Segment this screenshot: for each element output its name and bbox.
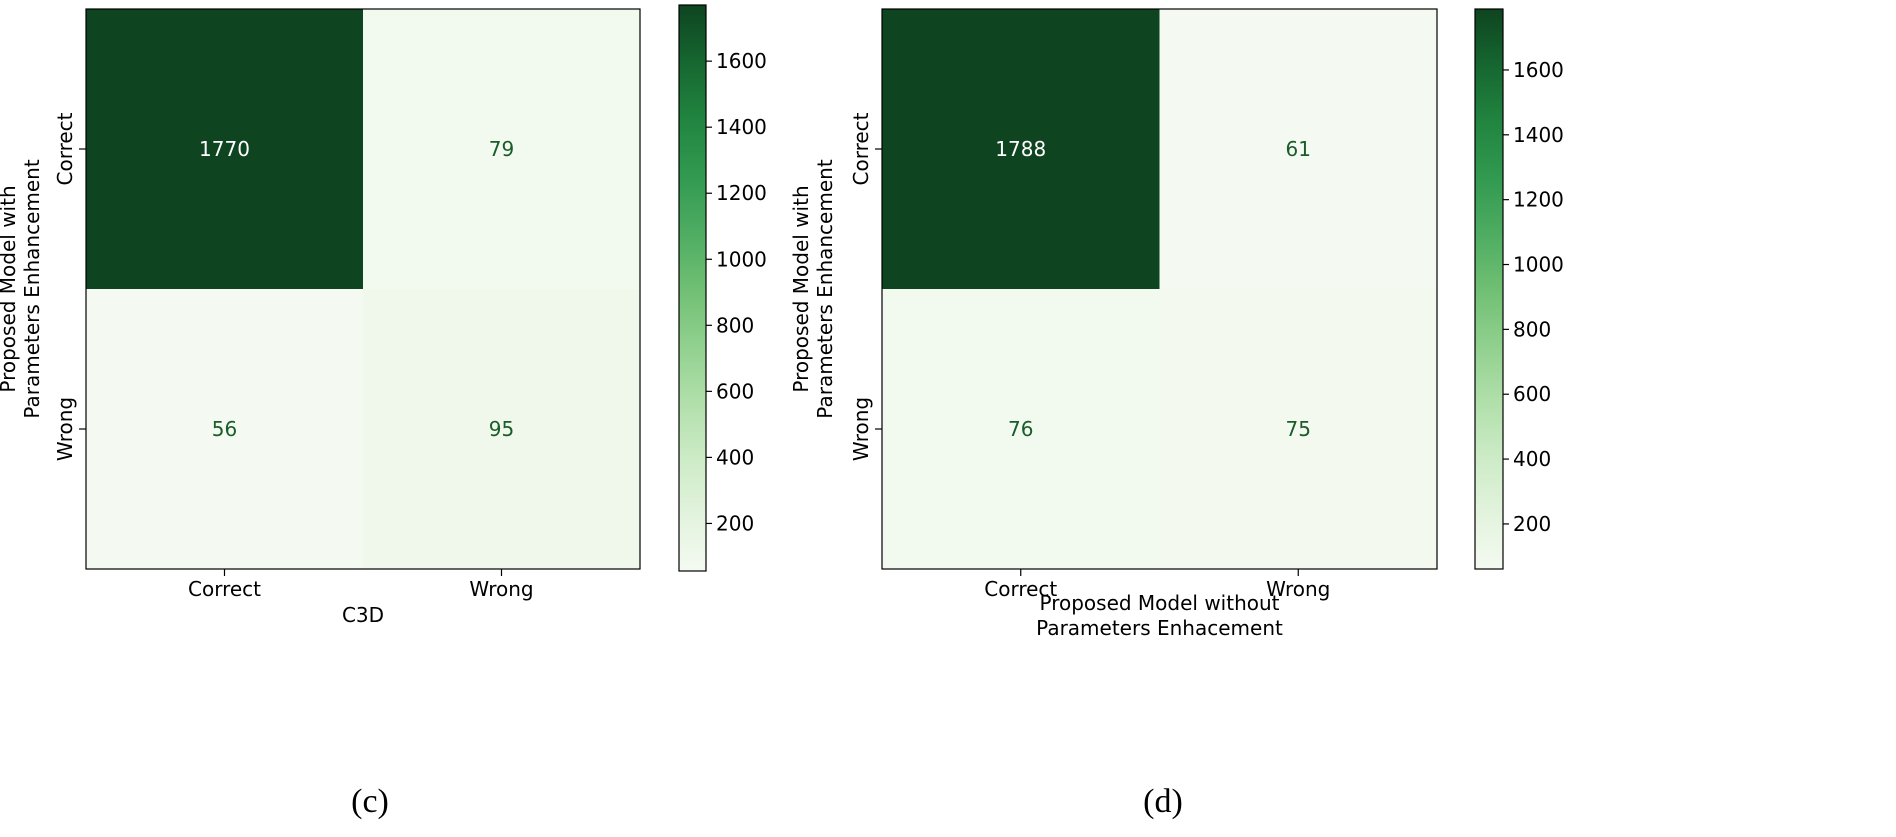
x-tick-label: Correct xyxy=(188,577,261,601)
colorbar xyxy=(1474,8,1504,570)
colorbar-tick-label: 1000 xyxy=(1513,253,1564,277)
colorbar-tick-label: 1600 xyxy=(1513,58,1564,82)
heatmap-cell xyxy=(363,9,640,289)
plot-frame xyxy=(85,8,641,570)
heatmap-cell xyxy=(86,289,363,569)
cell-value-label: 1770 xyxy=(199,137,250,161)
colorbar-tick-label: 800 xyxy=(716,313,754,337)
y-axis-title: Parameters Enhancement xyxy=(813,159,837,419)
cell-value-label: 61 xyxy=(1286,137,1311,161)
colorbar-tick-label: 1600 xyxy=(716,49,767,73)
colorbar-tick-label: 1000 xyxy=(716,247,767,271)
colorbar-tick-label: 600 xyxy=(1513,382,1551,406)
heatmap-cell xyxy=(1159,289,1437,569)
colorbar-tick-label: 200 xyxy=(716,511,754,535)
panel-caption: (d) xyxy=(1143,783,1183,820)
plot-frame xyxy=(881,8,1438,570)
y-axis-title: Proposed Model with xyxy=(789,185,813,392)
cell-value-label: 76 xyxy=(1008,417,1033,441)
x-axis-title: Parameters Enhacement xyxy=(1036,616,1283,640)
x-tick-label: Wrong xyxy=(1266,577,1330,601)
colorbar-tick-label: 1200 xyxy=(716,181,767,205)
x-tick-label: Wrong xyxy=(469,577,533,601)
y-tick-label: Wrong xyxy=(53,397,77,461)
colorbar-tick-label: 400 xyxy=(1513,447,1551,471)
heatmap-cell xyxy=(882,289,1160,569)
colorbar-tick-label: 1200 xyxy=(1513,188,1564,212)
cell-value-label: 1788 xyxy=(995,137,1046,161)
heatmap-cell xyxy=(1159,9,1437,289)
y-tick-label: Correct xyxy=(53,112,77,185)
colorbar-tick-label: 800 xyxy=(1513,317,1551,341)
y-axis-title: Parameters Enhancement xyxy=(20,159,44,419)
cell-value-label: 95 xyxy=(489,417,514,441)
y-tick-label: Wrong xyxy=(849,397,873,461)
x-axis-title: C3D xyxy=(342,603,384,627)
cell-value-label: 75 xyxy=(1286,417,1311,441)
heatmap-cell xyxy=(86,9,363,289)
colorbar-tick-label: 200 xyxy=(1513,512,1551,536)
y-tick-label: Correct xyxy=(849,112,873,185)
colorbar xyxy=(678,4,707,572)
colorbar-tick-label: 1400 xyxy=(1513,123,1564,147)
x-axis-title: Proposed Model without xyxy=(1039,591,1279,615)
colorbar-tick-label: 1400 xyxy=(716,115,767,139)
cell-value-label: 56 xyxy=(212,417,237,441)
heatmap-cell xyxy=(363,289,640,569)
x-tick-label: Correct xyxy=(984,577,1057,601)
heatmap-cell xyxy=(882,9,1160,289)
confusion-matrix-c: 1770 79 56 95 Correct Wrong Correct Wrong C3D Pro… xyxy=(0,4,767,820)
cell-value-label: 79 xyxy=(489,137,514,161)
colorbar-tick-label: 600 xyxy=(716,379,754,403)
colorbar-tick-label: 400 xyxy=(716,445,754,469)
y-axis-title: Proposed Model with xyxy=(0,185,20,392)
panel-caption: (c) xyxy=(351,783,389,820)
